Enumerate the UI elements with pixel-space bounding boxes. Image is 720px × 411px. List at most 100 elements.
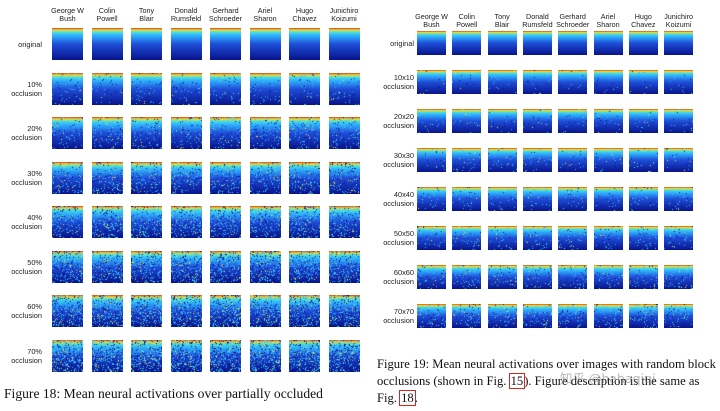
- fig19-activation-map: [417, 148, 446, 172]
- fig19-activation-map: [487, 148, 517, 172]
- fig19-row-label: original: [390, 38, 414, 48]
- fig18-column-header: Colin Powell: [96, 6, 118, 23]
- fig19-activation-map: [593, 148, 623, 172]
- fig18-activation-map: [289, 161, 320, 194]
- fig19-activation-map: [593, 70, 623, 94]
- fig18-activation-map: [52, 161, 83, 194]
- fig19-activation-map: [664, 304, 694, 328]
- fig18-activation-map: [170, 117, 202, 149]
- fig18-activation-map: [91, 250, 123, 283]
- fig18-activation-map: [328, 161, 360, 194]
- fig18-activation-map: [289, 295, 320, 327]
- fig19-activation-map: [628, 304, 658, 328]
- fig19-activation-map: [558, 226, 588, 250]
- fig19-column-header: Tony Blair: [494, 12, 510, 29]
- fig18-activation-map: [289, 206, 320, 238]
- fig18-row-label: 20% occlusion: [11, 124, 42, 142]
- fig19-column-header: Donald Rumsfeld: [522, 12, 553, 29]
- fig19-row-label: 40x40 occlusion: [383, 190, 414, 208]
- fig19-activation-map: [522, 265, 552, 289]
- fig18-activation-map: [170, 161, 202, 194]
- fig18-activation-map: [249, 72, 281, 105]
- fig19-activation-map: [593, 31, 623, 55]
- figure-19-caption-text-1: Figure 19: Mean neural activations over …: [377, 357, 716, 388]
- fig19-activation-map: [593, 304, 623, 328]
- fig19-column-header: Gerhard Schroeder: [556, 12, 590, 29]
- fig18-row-label: 60% occlusion: [11, 302, 42, 320]
- fig18-activation-map: [91, 339, 123, 372]
- fig18-activation-map: [210, 206, 241, 238]
- fig18-activation-map: [328, 28, 360, 60]
- fig19-activation-map: [664, 265, 694, 289]
- fig19-row-label: 50x50 occlusion: [383, 229, 414, 247]
- fig19-activation-map: [593, 187, 623, 211]
- zhihu-watermark: 知乎 @hahaqiqi: [560, 371, 656, 386]
- fig18-activation-map: [328, 339, 360, 372]
- fig19-activation-map: [664, 70, 694, 94]
- fig19-activation-map: [558, 304, 588, 328]
- fig19-activation-map: [452, 304, 482, 328]
- fig19-activation-map: [628, 265, 658, 289]
- figure-18-reference-link[interactable]: 18: [399, 390, 416, 406]
- fig19-activation-map: [593, 265, 623, 289]
- fig19-activation-map: [417, 304, 446, 328]
- figure-19-caption: Figure 19: Mean neural activations over …: [377, 356, 717, 407]
- fig18-activation-map: [52, 295, 83, 327]
- fig19-activation-map: [522, 226, 552, 250]
- fig18-column-header: Hugo Chavez: [292, 6, 317, 23]
- fig19-activation-map: [593, 226, 623, 250]
- figure-19-panel: George W Bush Colin Powell Tony Blair Donal…: [374, 0, 720, 356]
- fig19-activation-map: [558, 31, 588, 55]
- fig19-activation-map: [558, 187, 588, 211]
- fig19-activation-map: [522, 187, 552, 211]
- fig18-activation-map: [131, 339, 162, 372]
- fig19-activation-map: [558, 265, 588, 289]
- fig19-activation-map: [558, 148, 588, 172]
- fig19-activation-map: [417, 187, 446, 211]
- fig18-activation-map: [210, 339, 241, 372]
- fig18-activation-map: [210, 295, 241, 327]
- fig18-activation-map: [91, 28, 123, 60]
- fig19-column-header: Colin Powell: [456, 12, 478, 29]
- fig19-activation-map: [452, 226, 482, 250]
- fig18-column-header: Ariel Sharon: [253, 6, 277, 23]
- fig19-activation-map: [452, 109, 482, 133]
- fig19-activation-map: [628, 226, 658, 250]
- fig18-activation-map: [91, 295, 123, 327]
- fig19-activation-map: [522, 304, 552, 328]
- figure-18-caption: Figure 18: Mean neural activations over …: [4, 386, 323, 401]
- fig18-activation-map: [91, 72, 123, 105]
- fig18-activation-map: [52, 206, 83, 238]
- fig18-activation-map: [131, 117, 162, 149]
- fig19-activation-map: [628, 109, 658, 133]
- fig18-activation-map: [289, 250, 320, 283]
- fig19-activation-map: [487, 187, 517, 211]
- fig18-activation-map: [131, 206, 162, 238]
- fig19-activation-map: [628, 31, 658, 55]
- fig18-activation-map: [170, 339, 202, 372]
- fig19-row-label: 10x10 occlusion: [383, 73, 414, 91]
- fig19-activation-map: [417, 70, 446, 94]
- fig18-activation-map: [131, 250, 162, 283]
- fig18-activation-map: [289, 339, 320, 372]
- fig19-activation-map: [628, 70, 658, 94]
- fig18-activation-map: [249, 295, 281, 327]
- fig18-activation-map: [91, 206, 123, 238]
- fig18-activation-map: [131, 28, 162, 60]
- fig18-activation-map: [170, 295, 202, 327]
- fig18-activation-map: [289, 28, 320, 60]
- fig18-activation-map: [249, 206, 281, 238]
- fig18-activation-map: [249, 161, 281, 194]
- fig19-row-label: 60x60 occlusion: [383, 268, 414, 286]
- fig19-activation-map: [522, 109, 552, 133]
- fig19-activation-map: [417, 265, 446, 289]
- fig19-activation-map: [487, 304, 517, 328]
- fig19-activation-map: [487, 109, 517, 133]
- fig18-activation-map: [210, 161, 241, 194]
- fig19-row-label: 70x70 occlusion: [383, 307, 414, 325]
- figure-15-reference-link[interactable]: 15: [508, 373, 526, 389]
- fig19-activation-map: [593, 109, 623, 133]
- fig19-activation-map: [664, 187, 694, 211]
- fig19-activation-map: [487, 31, 517, 55]
- fig19-activation-map: [487, 265, 517, 289]
